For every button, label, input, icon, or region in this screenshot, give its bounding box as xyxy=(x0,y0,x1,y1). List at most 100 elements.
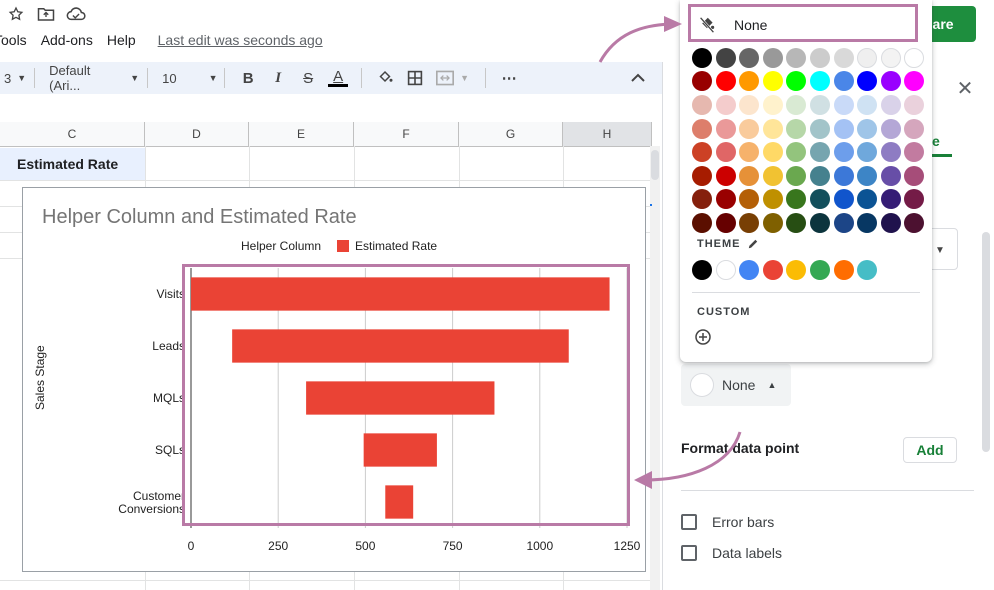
strikethrough-button[interactable]: S xyxy=(303,69,314,87)
color-swatch[interactable] xyxy=(857,47,878,68)
color-swatch[interactable] xyxy=(904,142,925,163)
color-swatch[interactable] xyxy=(880,212,901,233)
color-swatch[interactable] xyxy=(904,212,925,233)
color-swatch[interactable] xyxy=(786,212,807,233)
theme-color-swatch[interactable] xyxy=(786,259,807,280)
font-select[interactable]: Default (Ari... ▼ xyxy=(43,62,139,94)
zoom-select[interactable]: 3 ▼ xyxy=(4,62,26,94)
more-button[interactable]: ⋯ xyxy=(501,70,517,87)
color-swatch[interactable] xyxy=(739,118,760,139)
color-swatch[interactable] xyxy=(715,71,736,92)
color-swatch[interactable] xyxy=(880,189,901,210)
grid-scrollbar[interactable] xyxy=(650,146,660,590)
theme-color-swatch[interactable] xyxy=(833,259,854,280)
palette-none-option[interactable]: None xyxy=(680,6,932,44)
color-swatch[interactable] xyxy=(904,47,925,68)
color-swatch[interactable] xyxy=(692,47,712,68)
chart-title[interactable]: Helper Column and Estimated Rate xyxy=(42,206,357,228)
cloud-saved-icon[interactable] xyxy=(66,4,86,24)
color-swatch[interactable] xyxy=(762,71,783,92)
color-swatch[interactable] xyxy=(857,71,878,92)
color-swatch[interactable] xyxy=(809,71,830,92)
bold-button[interactable]: B xyxy=(242,69,254,87)
color-swatch[interactable] xyxy=(904,71,925,92)
chart-legend[interactable]: Helper Column Estimated Rate xyxy=(241,239,437,253)
color-swatch[interactable] xyxy=(880,47,901,68)
color-swatch[interactable] xyxy=(833,212,854,233)
color-swatch[interactable] xyxy=(692,212,712,233)
color-swatch[interactable] xyxy=(833,142,854,163)
color-swatch[interactable] xyxy=(880,165,901,186)
theme-color-swatch[interactable] xyxy=(809,259,830,280)
color-swatch[interactable] xyxy=(692,189,712,210)
column-header-f[interactable]: F xyxy=(354,122,459,146)
fill-color-none-button[interactable]: None ▲ xyxy=(681,364,791,406)
text-color-button[interactable]: A xyxy=(326,66,350,90)
collapse-icon[interactable] xyxy=(626,66,650,90)
color-swatch[interactable] xyxy=(786,118,807,139)
color-swatch[interactable] xyxy=(809,94,830,115)
chevron-down-icon[interactable]: ▼ xyxy=(460,73,470,83)
theme-color-swatch[interactable] xyxy=(739,259,760,280)
color-swatch[interactable] xyxy=(739,142,760,163)
color-swatch[interactable] xyxy=(786,189,807,210)
color-swatch[interactable] xyxy=(739,71,760,92)
error-bars-checkbox-row[interactable]: Error bars xyxy=(681,514,774,530)
color-swatch[interactable] xyxy=(904,189,925,210)
color-swatch[interactable] xyxy=(739,212,760,233)
color-swatch[interactable] xyxy=(739,165,760,186)
menu-help[interactable]: Help xyxy=(106,32,136,48)
color-swatch[interactable] xyxy=(904,165,925,186)
menu-tools[interactable]: Tools xyxy=(0,32,27,48)
color-swatch[interactable] xyxy=(715,94,736,115)
color-swatch[interactable] xyxy=(904,118,925,139)
column-header-e[interactable]: E xyxy=(249,122,354,146)
color-swatch[interactable] xyxy=(692,118,712,139)
star-icon[interactable] xyxy=(6,4,26,24)
column-header-h[interactable]: H xyxy=(563,122,652,146)
borders-icon[interactable] xyxy=(403,66,427,90)
color-swatch[interactable] xyxy=(715,189,736,210)
color-swatch[interactable] xyxy=(786,94,807,115)
color-swatch[interactable] xyxy=(692,142,712,163)
color-swatch[interactable] xyxy=(692,71,712,92)
color-swatch[interactable] xyxy=(739,189,760,210)
color-swatch[interactable] xyxy=(762,189,783,210)
color-swatch[interactable] xyxy=(692,94,712,115)
theme-color-swatch[interactable] xyxy=(762,259,783,280)
color-swatch[interactable] xyxy=(880,71,901,92)
color-swatch[interactable] xyxy=(809,47,830,68)
grid-scrollbar-thumb[interactable] xyxy=(651,150,659,180)
color-swatch[interactable] xyxy=(880,142,901,163)
color-swatch[interactable] xyxy=(809,189,830,210)
color-swatch[interactable] xyxy=(715,212,736,233)
column-header-d[interactable]: D xyxy=(145,122,249,146)
color-swatch[interactable] xyxy=(857,212,878,233)
color-swatch[interactable] xyxy=(833,71,854,92)
data-labels-checkbox[interactable] xyxy=(681,545,697,561)
error-bars-checkbox[interactable] xyxy=(681,514,697,530)
menu-add-ons[interactable]: Add-ons xyxy=(40,32,93,48)
color-swatch[interactable] xyxy=(857,165,878,186)
color-swatch[interactable] xyxy=(786,71,807,92)
color-swatch[interactable] xyxy=(786,47,807,68)
theme-color-swatch[interactable] xyxy=(692,259,712,280)
merge-cells-icon[interactable] xyxy=(433,66,457,90)
color-swatch[interactable] xyxy=(692,165,712,186)
color-swatch[interactable] xyxy=(739,47,760,68)
column-header-c[interactable]: C xyxy=(0,122,145,146)
color-swatch[interactable] xyxy=(762,212,783,233)
color-swatch[interactable] xyxy=(857,118,878,139)
color-swatch[interactable] xyxy=(809,165,830,186)
chart[interactable]: Helper Column and Estimated Rate Helper … xyxy=(22,187,646,572)
italic-button[interactable]: I xyxy=(275,69,282,86)
close-icon[interactable]: ✕ xyxy=(956,78,974,100)
color-swatch[interactable] xyxy=(786,165,807,186)
color-swatch[interactable] xyxy=(833,189,854,210)
color-swatch[interactable] xyxy=(809,142,830,163)
color-swatch[interactable] xyxy=(904,94,925,115)
color-swatch[interactable] xyxy=(762,94,783,115)
panel-scrollbar[interactable] xyxy=(982,232,990,452)
color-swatch[interactable] xyxy=(809,212,830,233)
last-edit-link[interactable]: Last edit was seconds ago xyxy=(157,32,323,48)
